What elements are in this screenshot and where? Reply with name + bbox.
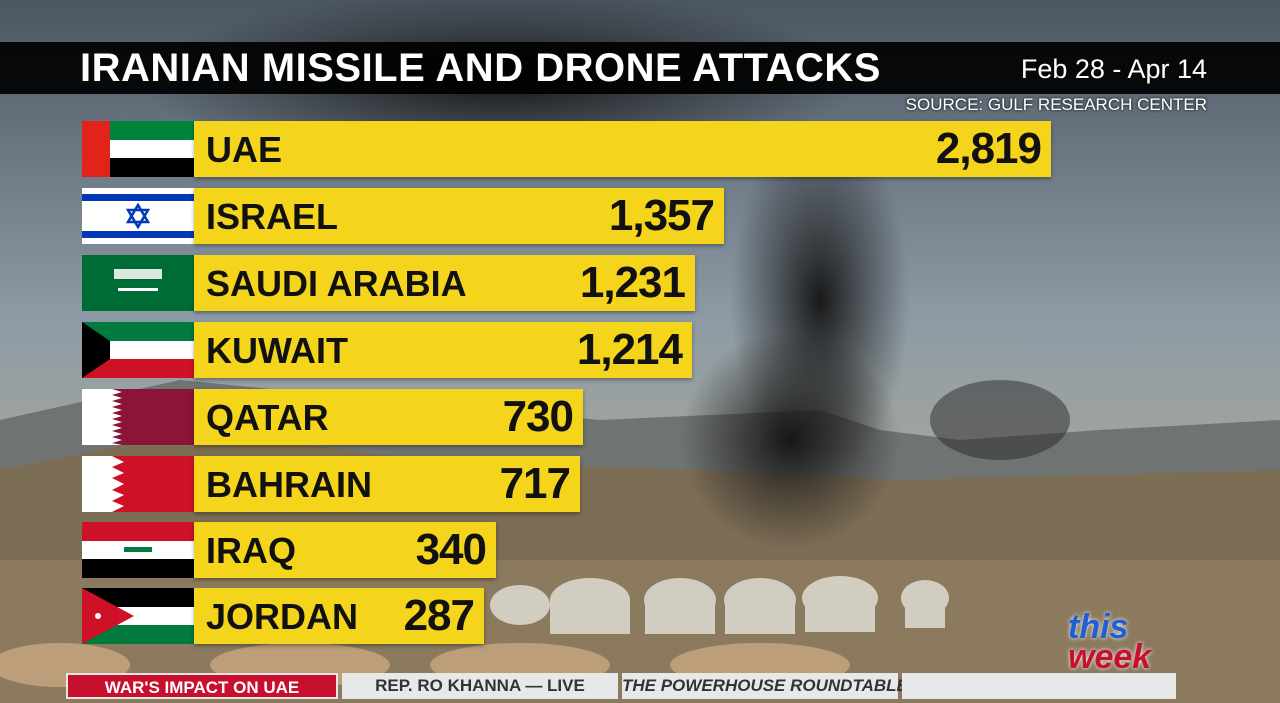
data-label: 717 — [499, 459, 571, 508]
ticker-item-khanna: REP. RO KHANNA — LIVE — [342, 673, 618, 699]
bar-label: BAHRAIN — [206, 464, 372, 505]
bar-label: UAE — [206, 129, 283, 170]
bar-label: QATAR — [206, 397, 329, 438]
ticker-item-roundtable: THE POWERHOUSE ROUNDTABLE — [622, 673, 908, 699]
bar: JORDAN 287 — [194, 588, 484, 644]
logo-line: week — [1068, 638, 1152, 676]
jordan-flag-icon — [82, 588, 194, 644]
bahrain-flag-icon — [82, 456, 194, 512]
data-label: 2,819 — [935, 124, 1042, 173]
bar: KUWAIT 1,214 — [194, 322, 692, 378]
bar-label: KUWAIT — [206, 330, 348, 371]
kuwait-flag-icon — [82, 322, 194, 378]
bar: IRAQ 340 — [194, 522, 496, 578]
bottom-ticker: WAR'S IMPACT ON UAE REP. RO KHANNA — LIV… — [66, 673, 1176, 699]
chart-title: IRANIAN MISSILE AND DRONE ATTACKS — [80, 46, 881, 90]
source-credit: SOURCE: GULF RESEARCH CENTER — [905, 95, 1207, 114]
data-label: 1,231 — [579, 258, 686, 307]
qatar-flag-icon — [82, 389, 194, 445]
bar: BAHRAIN 717 — [194, 456, 580, 512]
bar-label: ISRAEL — [206, 196, 339, 237]
bar-label: IRAQ — [206, 530, 296, 571]
bar: UAE 2,819 — [194, 121, 1051, 177]
data-label: 1,357 — [608, 191, 715, 240]
bar: QATAR 730 — [194, 389, 583, 445]
data-label: 730 — [502, 392, 574, 441]
iraq-flag-icon — [82, 522, 194, 578]
network-logo: this week — [1068, 608, 1152, 676]
israel-flag-icon — [82, 188, 194, 244]
logo-line: this — [1068, 608, 1129, 646]
data-label: 340 — [415, 525, 487, 574]
date-range: Feb 28 - Apr 14 — [1020, 54, 1207, 84]
title-bar — [0, 42, 1280, 94]
bar: SAUDI ARABIA 1,231 — [194, 255, 695, 311]
uae-flag-icon — [82, 121, 194, 177]
ticker-item-blank — [902, 673, 1176, 699]
bar-label: JORDAN — [206, 596, 359, 637]
ticker-item-impact: WAR'S IMPACT ON UAE — [66, 673, 338, 699]
bar: ISRAEL 1,357 — [194, 188, 724, 244]
data-label: 287 — [403, 591, 475, 640]
bar-label: SAUDI ARABIA — [206, 263, 467, 304]
saudi-arabia-flag-icon — [82, 255, 194, 311]
data-label: 1,214 — [576, 325, 683, 374]
